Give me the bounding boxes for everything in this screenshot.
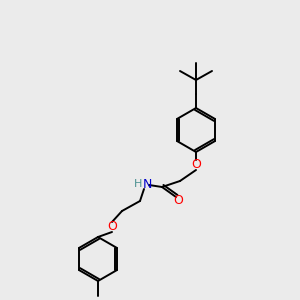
Text: O: O bbox=[191, 158, 201, 172]
Text: H: H bbox=[134, 179, 142, 189]
Text: O: O bbox=[173, 194, 183, 208]
Text: O: O bbox=[107, 220, 117, 233]
Text: N: N bbox=[142, 178, 152, 191]
